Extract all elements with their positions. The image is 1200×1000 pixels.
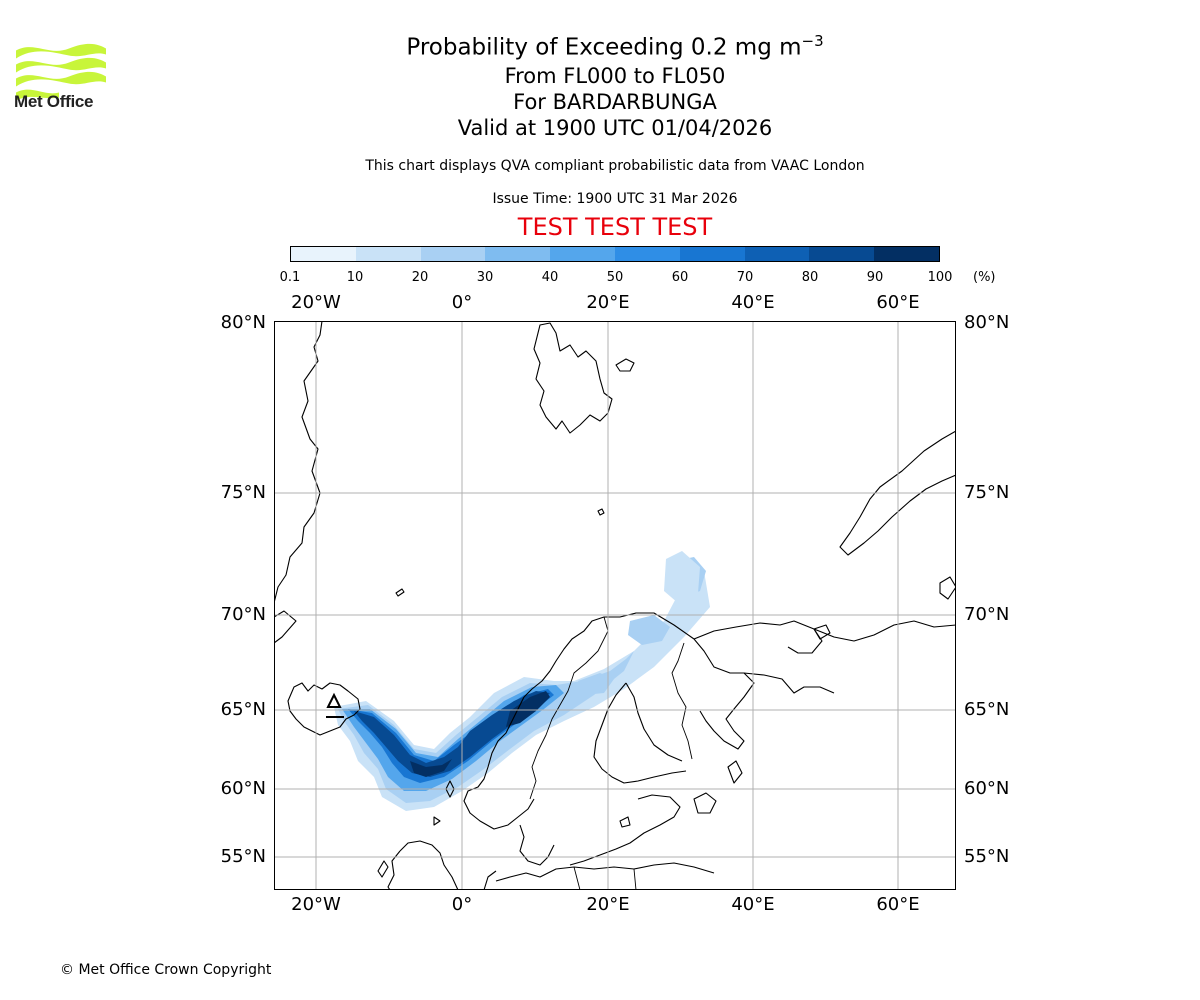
colorbar-segment xyxy=(874,247,939,261)
finland-russia-border xyxy=(671,642,693,760)
latitude-label: 55°N xyxy=(964,846,1010,867)
colorbar-tick-label: 10 xyxy=(346,270,364,285)
probability-colorbar xyxy=(290,246,940,262)
latitude-label: 75°N xyxy=(220,482,266,503)
svalbard-east-island xyxy=(615,358,635,372)
bothnia-east-coast xyxy=(625,682,683,762)
colorbar-unit: (%) xyxy=(973,270,996,285)
latitude-label: 80°N xyxy=(964,312,1010,333)
colorbar-segment xyxy=(744,247,810,261)
colorbar-tick-label: 0.1 xyxy=(279,270,301,285)
chart-title-block: Probability of Exceeding 0.2 mg m−3 From… xyxy=(300,26,930,141)
scotland-coast xyxy=(399,840,459,890)
colorbar-tick-label: 70 xyxy=(736,270,754,285)
chart-subtitle: This chart displays QVA compliant probab… xyxy=(365,158,865,174)
valid-time: Valid at 1900 UTC 01/04/2026 xyxy=(457,115,773,140)
colorbar-segment xyxy=(614,247,680,261)
colorbar-tick-label: 40 xyxy=(541,270,559,285)
scotland-west-coast xyxy=(387,850,401,890)
novaya-zemlya-coast xyxy=(839,430,956,556)
kola-white-sea-coast xyxy=(693,638,755,750)
netherlands-coast xyxy=(483,870,497,890)
latitude-label: 75°N xyxy=(964,482,1010,503)
longitude-label: 20°E xyxy=(586,894,630,915)
test-banner: TEST TEST TEST xyxy=(517,213,713,241)
ash-probability-contour xyxy=(410,691,550,777)
issue-time: Issue Time: 1900 UTC 31 Mar 2026 xyxy=(492,191,738,207)
longitude-label: 40°E xyxy=(731,292,775,313)
svalbard-coast xyxy=(533,322,613,434)
ash-probability-map xyxy=(274,321,956,890)
colorbar-segment xyxy=(355,247,421,261)
colorbar-tick-label: 90 xyxy=(866,270,884,285)
ash-probability-contour xyxy=(664,551,700,603)
baltic-coast xyxy=(569,794,681,866)
chart-title: Probability of Exceeding 0.2 mg m−3 xyxy=(406,32,824,61)
kanin-coast xyxy=(787,628,823,654)
russia-north-coast xyxy=(693,620,956,642)
ash-plume-layer xyxy=(334,551,710,811)
lake-onega xyxy=(727,760,743,784)
baltic-islands xyxy=(619,816,631,828)
iceland-coast xyxy=(287,682,361,736)
latitude-label: 70°N xyxy=(220,604,266,625)
longitude-label: 20°E xyxy=(586,292,630,313)
shetland-coast xyxy=(445,780,455,798)
latitude-label: 65°N xyxy=(964,699,1010,720)
longitude-label: 0° xyxy=(451,894,473,915)
bear-island-coast xyxy=(597,508,605,516)
met-office-logo-icon xyxy=(16,43,106,101)
volcano-name: For BARDARBUNGA xyxy=(513,89,717,114)
jan-mayen-coast xyxy=(395,588,405,597)
latitude-label: 55°N xyxy=(220,846,266,867)
longitude-label: 0° xyxy=(451,292,473,313)
flight-level-range: From FL000 to FL050 xyxy=(504,63,726,88)
latitude-label: 60°N xyxy=(964,778,1010,799)
colorbar-segment xyxy=(291,247,356,261)
colorbar-segment xyxy=(679,247,745,261)
norway-coast xyxy=(463,612,695,830)
central-europe-borders xyxy=(573,866,637,890)
colorbar-tick-label: 60 xyxy=(671,270,689,285)
longitude-label: 60°E xyxy=(876,292,920,313)
map-frame xyxy=(274,321,956,890)
greenland-coast xyxy=(274,321,323,604)
orkney-coast xyxy=(433,816,441,826)
vaygach-coast xyxy=(939,576,956,600)
latitude-label: 60°N xyxy=(220,778,266,799)
latitude-label: 80°N xyxy=(220,312,266,333)
colorbar-tick-label: 100 xyxy=(927,270,953,285)
colorbar-tick-label: 80 xyxy=(801,270,819,285)
colorbar-segment xyxy=(550,247,615,261)
latitude-label: 70°N xyxy=(964,604,1010,625)
longitude-label: 40°E xyxy=(731,894,775,915)
longitude-label: 20°W xyxy=(291,292,341,313)
colorbar-tick-label: 30 xyxy=(476,270,494,285)
longitude-label: 20°W xyxy=(291,894,341,915)
greenland-coast-south xyxy=(274,610,297,644)
russia-inland-coast xyxy=(743,672,835,694)
met-office-logo-text: Met Office xyxy=(14,92,94,111)
longitude-label: 60°E xyxy=(876,894,920,915)
coastline-layer xyxy=(274,321,956,890)
colorbar-tick-label: 20 xyxy=(411,270,429,285)
lake-ladoga xyxy=(693,792,717,814)
scandinavia-borders xyxy=(529,616,609,800)
colorbar-segment xyxy=(420,247,486,261)
ash-probability-contour xyxy=(354,691,550,777)
colorbar-tick-label: 50 xyxy=(606,270,624,285)
colorbar-segment xyxy=(809,247,875,261)
ash-probability-contour xyxy=(578,557,706,695)
latitude-label: 65°N xyxy=(220,699,266,720)
volcano-marker-icon xyxy=(326,692,344,718)
colorbar-segment xyxy=(485,247,551,261)
copyright-notice: © Met Office Crown Copyright xyxy=(60,962,272,978)
north-germany-coast xyxy=(495,862,715,882)
hebrides-coast xyxy=(377,860,389,878)
graticule xyxy=(274,321,956,890)
